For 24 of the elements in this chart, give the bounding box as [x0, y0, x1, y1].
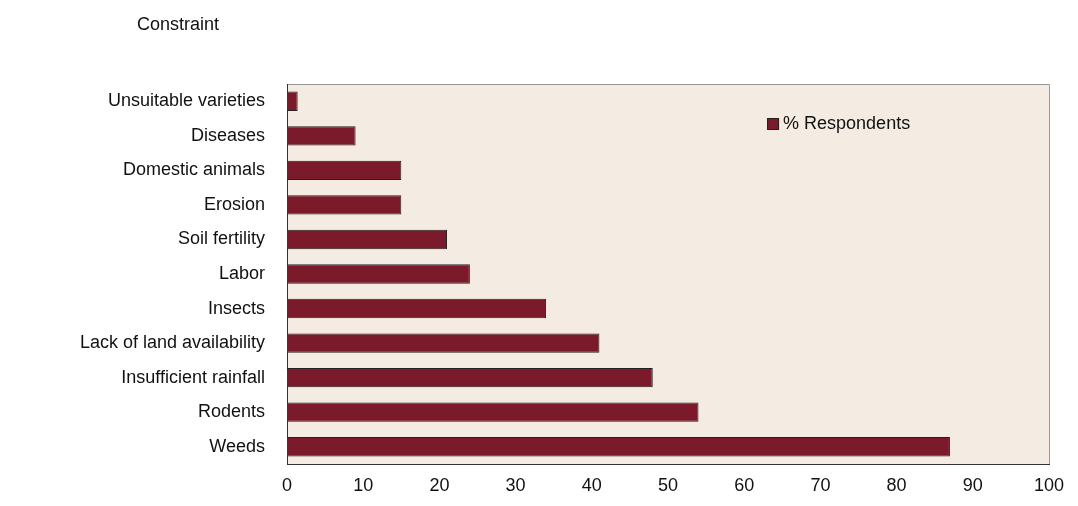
x-tick-label: 40 — [581, 474, 602, 495]
y-tick-label: Domestic animals — [122, 159, 265, 180]
y-tick-label: Insufficient rainfall — [121, 366, 265, 387]
x-tick-label: 60 — [734, 474, 755, 495]
y-axis-title: Constraint — [136, 13, 220, 34]
y-tick-label: Rodents — [197, 401, 265, 422]
x-tick-label: 100 — [1033, 474, 1065, 495]
x-tick-label: 50 — [657, 474, 679, 495]
y-tick-label: Soil fertility — [177, 228, 265, 249]
y-tick-label: Weeds — [209, 435, 265, 456]
y-tick-label: Erosion — [203, 193, 265, 214]
x-tick-label: 10 — [353, 474, 374, 495]
x-tick-label: 70 — [810, 474, 831, 495]
x-tick-label: 30 — [505, 474, 526, 495]
y-tick-label: Insects — [207, 297, 265, 318]
y-tick-label: Lack of land availability — [79, 332, 265, 353]
y-tick-label: Diseases — [190, 124, 265, 145]
y-tick-label: Labor — [218, 262, 265, 283]
x-tick-label: 20 — [429, 474, 450, 495]
legend-label: % Respondents — [783, 112, 911, 133]
x-tick-label: 0 — [281, 474, 293, 495]
x-tick-label: 80 — [886, 474, 907, 495]
x-tick-label: 90 — [962, 474, 983, 495]
y-tick-label: Unsuitable varieties — [107, 90, 265, 111]
